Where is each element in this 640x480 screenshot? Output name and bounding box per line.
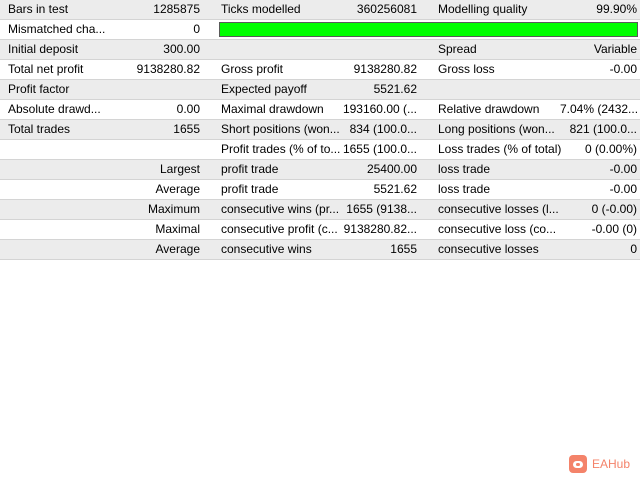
row-value (100, 240, 200, 259)
row-label-2: Ticks modelled (221, 2, 301, 16)
row-value: 0.00 (176, 102, 200, 116)
report-row: Bars in test 1285875 Ticks modelled 3602560… (0, 0, 640, 20)
row-label-3: Gross loss (438, 62, 495, 76)
row-value-3: 0 (0.00%) (584, 142, 637, 156)
row-value-3: 821 (100.0... (569, 122, 637, 136)
row-label: Maximal (155, 222, 200, 236)
report-row: Profit trades (% of to... 1655 (100.0... L… (0, 140, 640, 160)
row-label: Maximum (147, 202, 200, 216)
row-label: Average (155, 242, 200, 256)
report-row: Average profit trade 5521.62 loss trade -0.0… (0, 180, 640, 200)
row-label-3: loss trade (438, 162, 491, 176)
row-value (100, 180, 200, 199)
row-value (100, 140, 200, 159)
row-label: Largest (159, 162, 200, 176)
row-value-3: 99.90% (596, 2, 637, 16)
row-value-2: 5521.62 (373, 182, 417, 196)
row-value-2: 25400.00 (366, 162, 417, 176)
report-row: Maximum consecutive wins (pr... 1655 (9138… (0, 200, 640, 220)
report-row: Initial deposit 300.00 Spread Variable (0, 40, 640, 60)
row-value: 1655 (173, 122, 200, 136)
row-label-3: Relative drawdown (438, 102, 540, 116)
report-row: Average consecutive wins 1655 consecutive l… (0, 240, 640, 260)
row-value-2: 9138280.82 (353, 62, 417, 76)
row-value-3: -0.00 (609, 62, 637, 76)
report-row: Profit factor Expected payoff 5521.62 (0, 80, 640, 100)
row-label: Profit factor (8, 82, 70, 96)
report-row: Mismatched cha... 0 (0, 20, 640, 40)
row-value-3: -0.00 (0) (591, 222, 637, 236)
row-label-3: consecutive losses (l... (438, 202, 559, 216)
report-row: Absolute drawd... 0.00 Maximal drawdown 193… (0, 100, 640, 120)
row-value (100, 160, 200, 179)
report-row: Total trades 1655 Short positions (won... 8… (0, 120, 640, 140)
row-label: Bars in test (8, 2, 69, 16)
watermark-text: EAHub (592, 457, 631, 471)
row-label: Initial deposit (8, 42, 79, 56)
pig-logo-icon (569, 455, 587, 473)
row-value: 9138280.82 (136, 62, 200, 76)
row-value: 1285875 (153, 2, 200, 16)
row-value-2: 1655 (100.0... (342, 142, 417, 156)
row-label-2: consecutive wins (pr... (221, 202, 340, 216)
row-value-2: 834 (100.0... (349, 122, 417, 136)
watermark-logo: EAHub (569, 455, 630, 473)
row-label-3: Modelling quality (438, 2, 528, 16)
row-value (100, 200, 200, 219)
row-value-3: -0.00 (609, 182, 637, 196)
row-label-2: Expected payoff (221, 82, 307, 96)
row-value-3: 0 (630, 242, 637, 256)
row-label-2: consecutive wins (221, 242, 312, 256)
row-value-2: 1655 (390, 242, 417, 256)
row-label-3: Spread (438, 42, 477, 56)
row-label-2: Maximal drawdown (221, 102, 324, 116)
row-label-2: profit trade (221, 182, 279, 196)
row-label-3: consecutive loss (co... (438, 222, 557, 236)
tester-report-table: Bars in test 1285875 Ticks modelled 3602560… (0, 0, 640, 260)
row-label: Mismatched cha... (8, 22, 106, 36)
row-label-3: Long positions (won... (438, 122, 555, 136)
row-value-2: 9138280.82... (343, 222, 417, 236)
report-row: Total net profit 9138280.82 Gross profit 91… (0, 60, 640, 80)
row-label-3: loss trade (438, 182, 491, 196)
row-label-3: consecutive losses (438, 242, 539, 256)
row-value-3 (560, 80, 637, 99)
row-label-2 (221, 40, 341, 59)
row-value: 300.00 (163, 42, 200, 56)
row-value-2: 360256081 (356, 2, 417, 16)
row-value (100, 80, 200, 99)
row-value-2: 1655 (9138... (346, 202, 417, 216)
row-value: 0 (193, 22, 200, 36)
row-label-3 (438, 80, 568, 99)
row-value-3: Variable (593, 42, 637, 56)
row-value-3: 0 (-0.00) (591, 202, 637, 216)
row-label-2: Profit trades (% of to... (221, 142, 341, 156)
row-label: Total trades (8, 122, 71, 136)
row-value-2: 5521.62 (373, 82, 417, 96)
row-label-2: Short positions (won... (221, 122, 340, 136)
report-row: Largest profit trade 25400.00 loss trade -0.… (0, 160, 640, 180)
row-label-3: Loss trades (% of total) (438, 142, 562, 156)
row-value-3: 7.04% (2432... (560, 102, 637, 116)
row-label-2: consecutive profit (c... (221, 222, 338, 236)
row-value-3: -0.00 (609, 162, 637, 176)
row-label: Absolute drawd... (8, 102, 101, 116)
row-label: Total net profit (8, 62, 84, 76)
row-label-2: Gross profit (221, 62, 284, 76)
report-row: Maximal consecutive profit (c... 9138280.8… (0, 220, 640, 240)
modelling-quality-bar (219, 22, 638, 37)
row-label: Average (155, 182, 200, 196)
row-label-2: profit trade (221, 162, 279, 176)
row-value (100, 220, 200, 239)
row-value-2: 193160.00 (... (342, 102, 417, 116)
row-value-2 (340, 40, 417, 59)
